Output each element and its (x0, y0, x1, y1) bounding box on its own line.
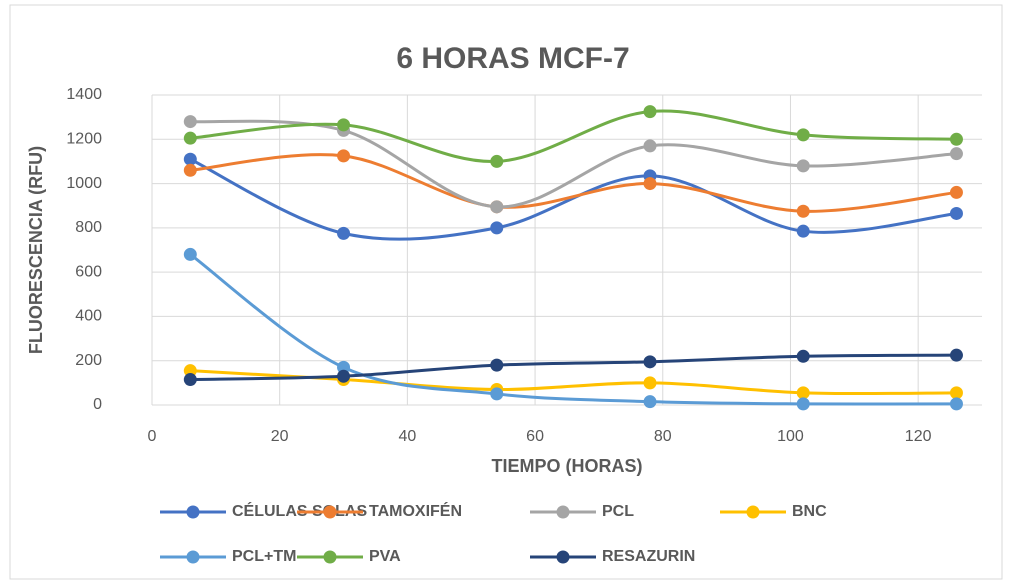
legend-marker (323, 505, 337, 519)
data-point (183, 115, 197, 129)
legend-marker (556, 550, 570, 564)
data-point (643, 139, 657, 153)
y-tick-label: 600 (75, 263, 102, 280)
legend-label: RESAZURIN (602, 548, 695, 565)
y-tick-label: 800 (75, 219, 102, 236)
x-tick-label: 80 (654, 428, 672, 445)
y-axis-label: FLUORESCENCIA (RFU) (26, 146, 46, 354)
x-tick-label: 40 (398, 428, 416, 445)
legend-marker (746, 505, 760, 519)
data-point (490, 200, 504, 214)
legend-label: PVA (369, 548, 401, 565)
y-tick-label: 1000 (66, 175, 102, 192)
series-line (190, 109, 957, 163)
y-tick-label: 1400 (66, 86, 102, 103)
y-tick-label: 0 (93, 396, 102, 413)
data-point (337, 149, 351, 163)
data-point (949, 386, 963, 400)
data-point (337, 226, 351, 240)
data-point (337, 369, 351, 383)
x-tick-label: 100 (777, 428, 804, 445)
chart-border (9, 4, 1003, 580)
legend-marker (186, 550, 200, 564)
legend-marker (556, 505, 570, 519)
data-point (643, 376, 657, 390)
data-point (949, 206, 963, 220)
legend-label: TAMOXIFÉN (369, 501, 462, 520)
data-point (796, 224, 810, 238)
y-tick-label: 200 (75, 352, 102, 369)
data-point (949, 185, 963, 199)
data-point (949, 397, 963, 411)
x-tick-label: 120 (905, 428, 932, 445)
data-point (796, 159, 810, 173)
data-point (490, 221, 504, 235)
data-point (183, 152, 197, 166)
data-point (796, 204, 810, 218)
legend-marker (186, 505, 200, 519)
data-point (796, 128, 810, 142)
data-point (490, 387, 504, 401)
data-point (643, 355, 657, 369)
legend-marker (323, 550, 337, 564)
data-point (643, 105, 657, 119)
data-point (183, 373, 197, 387)
x-tick-label: 60 (526, 428, 544, 445)
legend-label: BNC (792, 503, 827, 520)
series-line (190, 153, 957, 213)
data-point (490, 358, 504, 372)
data-point (183, 247, 197, 261)
data-point (949, 147, 963, 161)
data-point (337, 118, 351, 132)
data-point (796, 349, 810, 363)
data-point (949, 132, 963, 146)
y-tick-label: 400 (75, 308, 102, 325)
data-point (183, 163, 197, 177)
x-tick-label: 0 (148, 428, 157, 445)
data-point (949, 348, 963, 362)
x-axis-label: TIEMPO (HORAS) (492, 456, 643, 476)
x-tick-label: 20 (271, 428, 289, 445)
data-point (643, 395, 657, 409)
data-point (183, 131, 197, 145)
series-line (190, 119, 957, 209)
data-point (643, 177, 657, 191)
legend-label: PCL+TM (232, 548, 296, 565)
data-point (796, 386, 810, 400)
data-point (796, 397, 810, 411)
chart-title: 6 HORAS MCF-7 (396, 42, 629, 75)
y-tick-label: 1200 (66, 131, 102, 148)
legend-label: PCL (602, 503, 634, 520)
series-line (189, 253, 957, 406)
data-point (490, 154, 504, 168)
series-line (190, 353, 957, 382)
